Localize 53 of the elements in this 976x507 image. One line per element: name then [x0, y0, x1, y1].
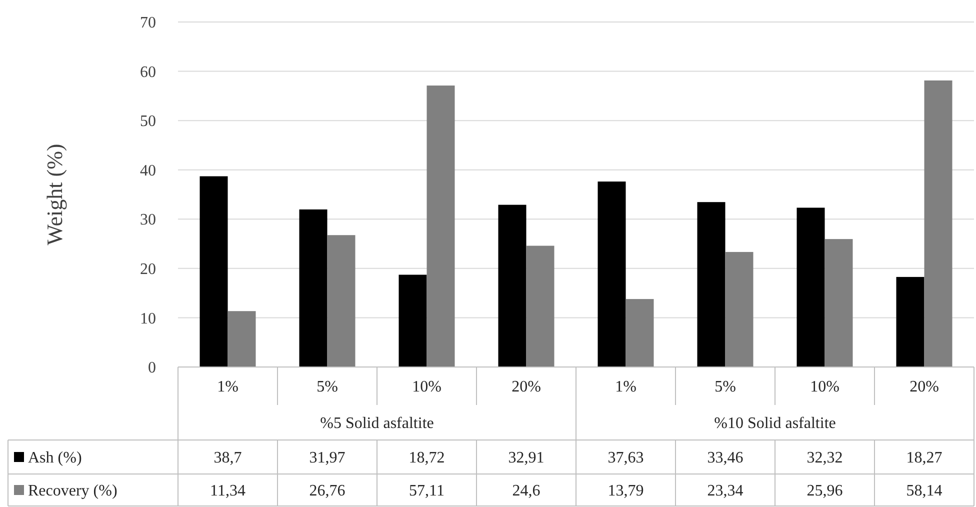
x-tick-label: 5%: [714, 378, 736, 396]
bar: [398, 274, 427, 367]
y-tick-label: 10: [140, 310, 156, 328]
data-label: 37,63: [608, 450, 644, 467]
bar: [697, 202, 726, 367]
y-tick-label: 40: [140, 162, 156, 180]
bar: [796, 208, 825, 367]
y-tick-label: 30: [140, 212, 156, 229]
bar: [725, 252, 754, 367]
bar: [924, 80, 952, 367]
x-tick-label: 20%: [512, 378, 541, 396]
legend-label: Ash (%): [28, 450, 82, 467]
legend-label: Recovery (%): [28, 482, 118, 500]
x-tick-label: 1%: [217, 378, 238, 396]
data-label: 25,96: [806, 482, 843, 500]
x-tick-label: 1%: [615, 378, 636, 396]
data-label: 13,79: [608, 482, 644, 500]
data-label: 23,34: [707, 482, 744, 500]
y-tick-label: 0: [148, 360, 156, 377]
bar: [299, 209, 328, 367]
x-tick-label: 20%: [910, 378, 939, 396]
y-tick-label: 70: [140, 14, 156, 32]
bar: [824, 239, 853, 367]
text: %5 Solid asfaltite: [320, 415, 434, 432]
data-label: 18,27: [906, 450, 942, 467]
y-tick-label: 60: [140, 64, 156, 81]
data-label: 33,46: [707, 450, 744, 467]
bar: [498, 204, 526, 367]
data-label: 38,7: [214, 450, 242, 467]
bar: [526, 246, 554, 367]
x-tick-label: 10%: [810, 378, 840, 396]
data-label: 26,76: [309, 482, 346, 500]
data-label: 11,34: [210, 482, 246, 500]
x-tick-label: 5%: [316, 378, 338, 396]
x-tick-label: 10%: [412, 378, 442, 396]
data-label: 31,97: [309, 450, 346, 467]
bar: [327, 235, 356, 367]
data-label: 24,6: [512, 482, 540, 500]
data-label: 57,11: [409, 482, 444, 500]
bar: [228, 311, 256, 367]
bar: [426, 86, 455, 367]
y-tick-label: 50: [140, 113, 156, 130]
y-axis-title: Weight (%): [42, 144, 67, 246]
bar: [896, 276, 924, 367]
data-label: 32,32: [806, 450, 843, 467]
bar: [598, 182, 626, 367]
data-label: 58,14: [906, 482, 942, 500]
bar: [626, 299, 654, 367]
text: %10 Solid asfaltite: [714, 415, 836, 432]
y-tick-label: 20: [140, 261, 156, 278]
bar: [200, 176, 228, 367]
data-label: 32,91: [508, 450, 544, 467]
data-label: 18,72: [408, 450, 445, 467]
